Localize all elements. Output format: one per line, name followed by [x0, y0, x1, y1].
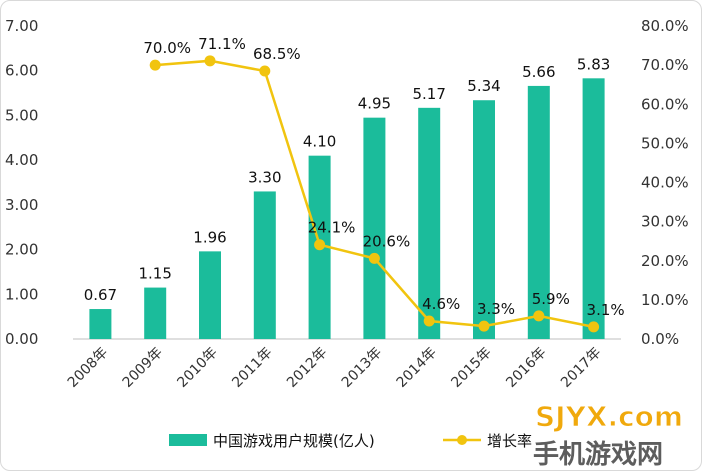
bar — [144, 287, 167, 339]
watermark-logo: SJYX.com 手机游戏网 — [533, 400, 684, 471]
rate-point — [478, 320, 490, 332]
y-right-tick-label: 50.0% — [641, 134, 689, 152]
y-right-tick-label: 70.0% — [641, 56, 689, 74]
x-tick-label: 2011年 — [229, 345, 275, 391]
bar — [363, 117, 386, 340]
rate-point — [588, 321, 600, 333]
bar — [473, 100, 495, 340]
rate-value-label: 24.1% — [308, 219, 356, 237]
x-tick-label: 2009年 — [120, 345, 166, 391]
bar-value-label: 1.15 — [138, 265, 171, 283]
y-left-tick-label: 4.00 — [5, 151, 38, 169]
legend: 中国游戏用户规模(亿人) 增长率 — [169, 432, 532, 450]
bar-value-label: 5.34 — [467, 77, 500, 95]
y-right-tick-label: 30.0% — [641, 213, 689, 231]
rate-point — [533, 310, 545, 322]
rate-point — [423, 315, 435, 327]
rate-point — [314, 239, 326, 251]
y-left-tick-label: 1.00 — [5, 285, 38, 303]
bar — [418, 107, 441, 339]
bar-value-label: 5.17 — [412, 85, 445, 103]
bar — [253, 191, 276, 339]
y-right-tick-label: 10.0% — [641, 291, 689, 309]
rate-point — [259, 65, 271, 77]
rate-value-label: 20.6% — [363, 232, 411, 250]
x-tick-label: 2015年 — [448, 345, 494, 391]
bar-value-label: 5.66 — [522, 63, 555, 81]
bar-value-label: 0.67 — [84, 286, 117, 304]
bar-value-label: 4.95 — [358, 95, 391, 113]
bar-value-label: 5.83 — [577, 55, 610, 73]
rate-value-label: 71.1% — [198, 35, 246, 53]
rate-value-label: 4.6% — [422, 295, 460, 313]
bar — [527, 85, 550, 339]
rate-value-label: 3.3% — [477, 300, 515, 318]
legend-label-line: 增长率 — [487, 432, 532, 450]
y-left-tick-label: 5.00 — [5, 106, 38, 124]
rate-value-label: 70.0% — [143, 39, 191, 57]
legend-swatch-marker — [457, 435, 467, 445]
rate-value-label: 68.5% — [253, 45, 301, 63]
y-right-tick-label: 60.0% — [641, 95, 689, 113]
y-right-tick-label: 40.0% — [641, 174, 689, 192]
y-left-tick-label: 7.00 — [5, 17, 38, 35]
y-left-tick-label: 6.00 — [5, 62, 38, 80]
legend-swatch-bar — [169, 434, 207, 446]
bar — [582, 78, 605, 340]
x-tick-label: 2013年 — [339, 345, 385, 391]
y-left-tick-label: 2.00 — [5, 241, 38, 259]
rate-value-label: 5.9% — [532, 290, 570, 308]
y-right-tick-label: 80.0% — [641, 17, 689, 35]
y-left-tick-label: 3.00 — [5, 196, 38, 214]
bar-value-label: 1.96 — [193, 228, 226, 246]
bar-value-label: 4.10 — [303, 133, 336, 151]
watermark-subtitle: 手机游戏网 — [533, 440, 663, 470]
bar — [89, 309, 112, 339]
rate-point — [149, 59, 161, 71]
y-right-tick-label: 20.0% — [641, 252, 689, 270]
bar — [199, 251, 221, 339]
bar-value-label: 3.30 — [248, 168, 281, 186]
legend-label-bar: 中国游戏用户规模(亿人) — [213, 432, 375, 450]
x-tick-label: 2012年 — [284, 345, 330, 391]
watermark-brand: SJYX.com — [535, 400, 683, 433]
x-tick-label: 2017年 — [558, 345, 604, 391]
y-right-tick-label: 0.0% — [641, 330, 679, 348]
y-left-tick-label: 0.00 — [5, 330, 38, 348]
rate-point — [368, 252, 380, 264]
x-tick-label: 2008年 — [65, 345, 111, 391]
x-tick-label: 2010年 — [174, 345, 220, 391]
x-tick-label: 2016年 — [503, 345, 549, 391]
rate-value-label: 3.1% — [587, 301, 625, 319]
rate-point — [204, 55, 216, 67]
x-tick-label: 2014年 — [394, 345, 440, 391]
